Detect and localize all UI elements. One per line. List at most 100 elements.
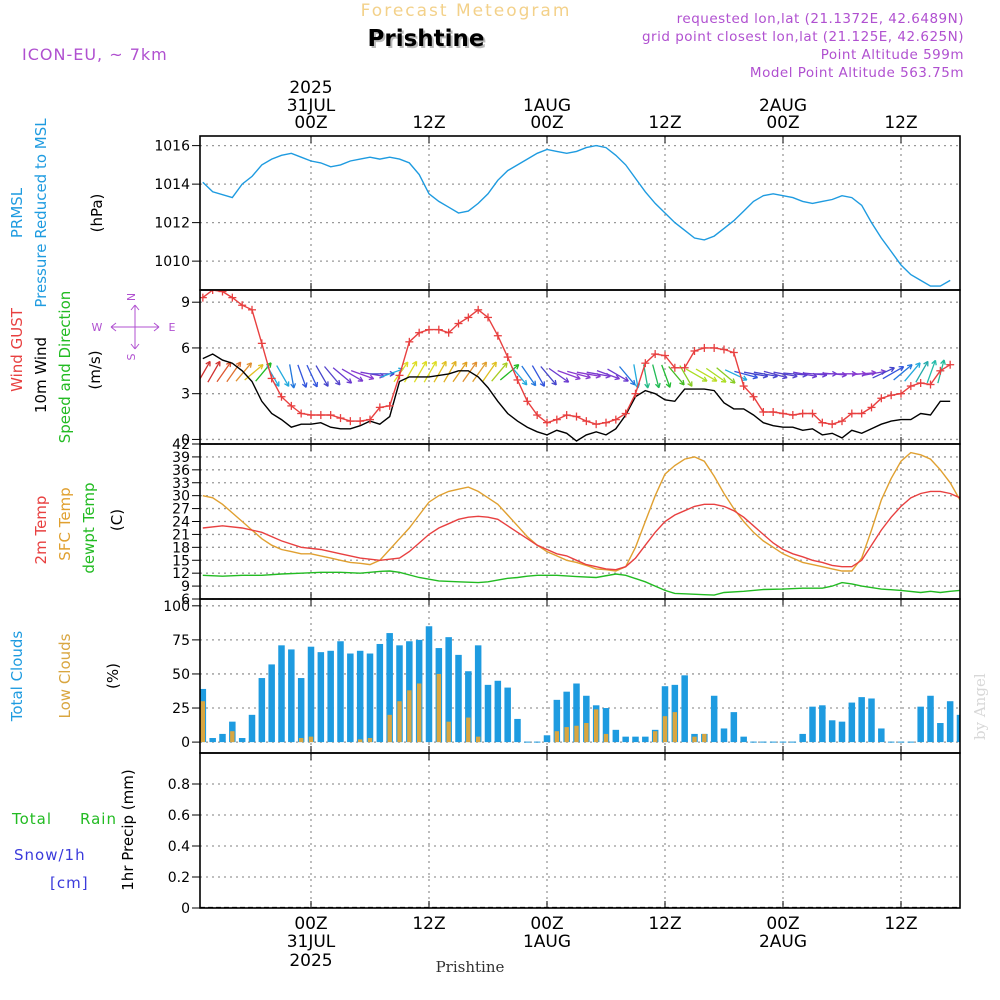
wind-arrow-shaft <box>743 371 768 378</box>
wind-direction-arrow <box>443 360 457 383</box>
y-tick-label: 0.6 <box>168 808 190 824</box>
low-cloud-bar <box>446 721 451 743</box>
total-cloud-bar <box>809 706 816 743</box>
wind-arrow-head <box>513 363 519 367</box>
gust-marker <box>690 346 699 355</box>
wind-arrow-shaft <box>207 361 221 383</box>
gridpoint-coords: grid point closest lon,lat (21.125E, 42.… <box>642 29 964 45</box>
total-cloud-bar <box>602 708 610 743</box>
total-cloud-bar <box>573 683 580 743</box>
wind-arrow-head <box>576 374 581 380</box>
y-axis-label-total: Total Clouds <box>8 631 26 723</box>
y-tick-label: 21 <box>172 527 190 543</box>
gust-marker <box>464 313 473 322</box>
wind-arrow-head <box>502 362 508 366</box>
wind-arrow-head <box>451 360 457 365</box>
top-date-label: 31JUL <box>287 96 336 116</box>
total-cloud-bar <box>563 691 570 743</box>
low-cloud-bar <box>574 725 579 743</box>
compass-arrowhead <box>134 343 140 350</box>
wind-arrow-head <box>269 362 272 368</box>
total-cloud-bar <box>622 736 629 743</box>
wind-arrow-shaft <box>633 364 639 389</box>
wind-speed-line <box>202 353 951 442</box>
y-tick-label: 1010 <box>154 254 190 270</box>
wind-arrow-shaft <box>380 368 404 378</box>
wind-direction-arrow <box>521 365 537 387</box>
wind-direction-arrow <box>481 361 497 383</box>
wind-arrow-head <box>586 373 591 379</box>
label-cm: [cm] <box>50 874 89 892</box>
total-cloud-bar <box>642 736 649 743</box>
wind-arrow-head <box>301 383 307 388</box>
wind-arrow-shaft <box>297 364 307 388</box>
low-cloud-bar <box>702 733 707 743</box>
wind-arrow-head <box>534 380 537 386</box>
wind-arrow-shaft <box>734 370 758 379</box>
wind-arrow-shaft <box>567 370 591 379</box>
y-tick-label: 18 <box>172 540 190 556</box>
wind-arrow-head <box>943 359 946 365</box>
wind-arrow-shaft <box>472 361 487 383</box>
wind-arrow-head <box>349 378 353 384</box>
total-cloud-bar <box>248 714 256 743</box>
gust-marker <box>670 363 679 372</box>
y-axis-unit: (C) <box>108 509 126 531</box>
wind-arrow-head <box>284 383 290 387</box>
gust-marker <box>621 409 630 418</box>
total-cloud-bar <box>317 652 325 743</box>
wind-arrow-head <box>762 375 768 379</box>
wind-arrow-shaft <box>481 361 497 383</box>
bottom-date-label: 2AUG <box>759 932 807 952</box>
top-hour-label: 12Z <box>648 113 681 133</box>
total-cloud-bar <box>838 721 846 743</box>
wind-arrow-head <box>732 378 736 384</box>
wind-arrow-shaft <box>872 367 895 379</box>
compass-arrowhead <box>130 343 136 350</box>
y-tick-label: 1012 <box>154 216 190 232</box>
gust-marker <box>897 389 905 398</box>
total-cloud-bar <box>543 735 551 743</box>
total-cloud-bar <box>386 633 393 743</box>
wind-arrow-head <box>625 376 629 382</box>
wind-arrow-head <box>743 375 748 381</box>
wind-arrow-head <box>890 367 895 373</box>
low-cloud-bar <box>436 673 442 743</box>
top-date-label: 1AUG <box>523 96 571 116</box>
wind-arrow-shaft <box>926 360 937 384</box>
low-cloud-bar <box>584 723 589 743</box>
wind-arrow-head <box>389 373 395 377</box>
total-cloud-bar <box>740 736 747 743</box>
wind-direction-arrow <box>705 367 727 383</box>
wind-arrow-shaft <box>557 369 581 380</box>
wind-arrow-head <box>411 360 417 365</box>
bottom-location: Prishtine <box>436 958 505 976</box>
panel-precip: 0 0.2 0.4 0.6 0.8 Total Rain Snow/1h [cm] 1hr Pre… <box>11 752 961 917</box>
wind-arrow-head <box>871 370 877 374</box>
wind-arrow-shaft <box>679 365 693 387</box>
gust-marker <box>346 417 355 426</box>
bottom-hour-label: 00Z <box>766 914 799 934</box>
low-cloud-bar <box>652 731 658 743</box>
y-tick-label: 9 <box>181 579 190 595</box>
gust-marker <box>867 403 876 412</box>
wind-direction-arrow <box>607 368 629 382</box>
model-name: ICON-EU, ~ 7km <box>22 45 168 64</box>
watermark: by Angel <box>971 673 989 740</box>
gust-marker <box>572 412 581 421</box>
y-tick-label: 42 <box>172 437 190 453</box>
gust-marker <box>543 418 551 427</box>
wind-arrow-head <box>530 382 536 387</box>
wind-arrow-shaft <box>705 367 727 383</box>
compass-arrowhead <box>153 322 160 328</box>
total-cloud-bar <box>337 641 344 743</box>
total-cloud-bar <box>278 645 285 743</box>
wind-arrow-shaft <box>276 365 290 387</box>
y-axis-label-prmsl: PRMSL <box>8 187 26 238</box>
y-tick-label: 33 <box>172 476 190 492</box>
wind-arrow-head <box>713 376 718 382</box>
wind-direction-arrow <box>695 368 718 382</box>
gust-marker <box>375 403 384 412</box>
gust-marker <box>297 409 306 418</box>
